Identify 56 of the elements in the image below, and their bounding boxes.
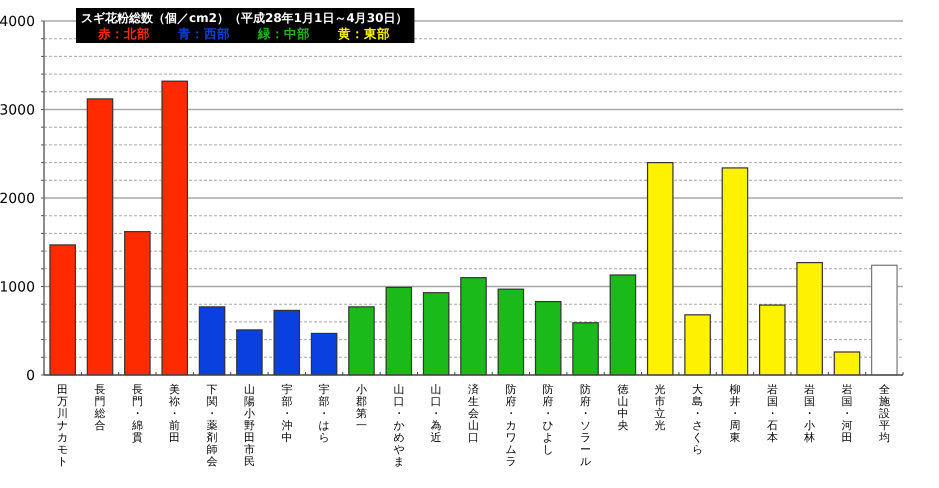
x-tick-label: 大島・さくら [692,383,704,456]
bar [310,332,338,376]
bar [871,264,898,376]
bar [684,314,711,376]
y-tick-label: 4000 [0,14,35,30]
bar [161,80,188,376]
x-tick-label: 宇部・沖中 [281,383,292,444]
x-tick-label: 田万川ナカモト [57,383,68,468]
bar [236,329,263,376]
bar [758,304,786,376]
x-tick-label: 済生会山口 [468,383,479,444]
bar [834,351,860,376]
x-tick-label: 光市立光 [654,383,666,432]
bar [610,274,636,376]
y-tick-label: 2000 [0,191,35,207]
bar [273,310,300,376]
text: 青：西部 [177,26,230,41]
bar [198,306,226,376]
x-tick-label: 防府・ソラール [580,383,592,468]
bar [124,231,151,376]
x-tick-label: 美祢・前田 [169,383,180,444]
x-tick-label: 下関・薬剤師会 [206,383,218,468]
x-tick-label: 防府・カワムラ [505,383,516,468]
x-tick-label: 岩国・河田 [841,383,852,444]
x-tick-label: 岩国・小林 [803,383,816,444]
x-tick-label: 山陽小野田市民 [244,383,255,468]
x-tick-label: 防府・ひよし [542,383,554,456]
x-tick-label: 長門総合 [94,383,106,432]
x-tick-label: 徳山中央 [617,383,628,432]
x-tick-label: 全施設平均 [878,383,890,444]
bar [386,286,412,376]
text: 緑：中部 [257,26,310,41]
bar [422,292,450,376]
bar [49,244,76,376]
y-tick-label: 3000 [0,102,35,118]
bar [498,288,524,376]
bar [722,167,748,376]
bar [534,300,562,376]
text: 赤：北部 [97,26,150,41]
bar [348,306,375,376]
x-tick-label: 山口・かめやま [393,383,404,468]
bar [86,98,114,376]
x-tick-label: 宇部・はら [318,383,330,444]
y-tick-label: 0 [26,368,35,384]
x-tick-label: 柳井・周東 [729,383,740,444]
x-tick-label: 長門・綿貫 [130,383,143,444]
bar [460,277,487,376]
bar [572,322,599,376]
text: 黄：東部 [337,26,390,41]
bar [796,262,823,376]
x-tick-label: 山口・為近 [430,383,442,444]
x-tick-label: 岩国・石本 [766,383,778,444]
x-tick-label: 小郡第一 [356,383,367,432]
chart-title: スギ花粉総数（個／cm2）（平成28年1月1日～4月30日） [81,11,408,25]
bar [646,162,674,376]
y-tick-label: 1000 [0,280,35,296]
